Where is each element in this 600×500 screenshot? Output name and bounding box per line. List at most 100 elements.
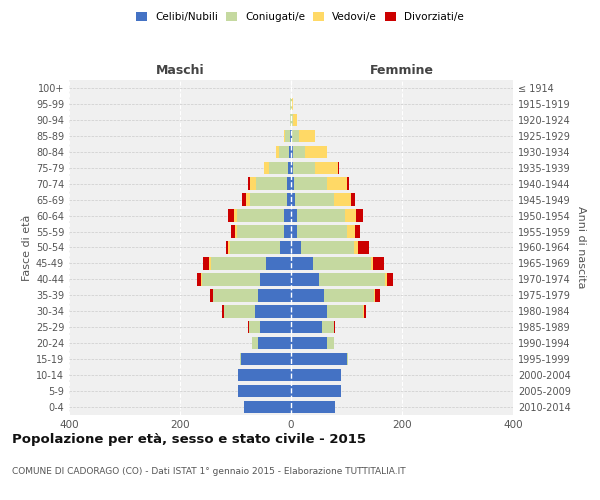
Bar <box>230 242 280 254</box>
Bar <box>284 210 291 222</box>
Bar <box>385 273 387 285</box>
Bar <box>291 146 293 158</box>
Bar <box>260 273 291 285</box>
Bar <box>301 242 354 254</box>
Bar <box>260 321 291 334</box>
Bar <box>252 337 258 349</box>
Bar <box>250 178 256 190</box>
Bar <box>316 162 338 174</box>
Bar <box>214 289 258 302</box>
Bar <box>292 98 293 110</box>
Bar <box>246 194 250 206</box>
Bar <box>237 226 284 238</box>
Bar <box>287 194 291 206</box>
Bar <box>256 178 287 190</box>
Bar <box>291 242 301 254</box>
Bar <box>356 210 363 222</box>
Bar <box>291 226 296 238</box>
Y-axis label: Anni di nascita: Anni di nascita <box>576 206 586 288</box>
Bar <box>291 178 294 190</box>
Bar <box>291 210 296 222</box>
Bar <box>289 146 291 158</box>
Bar <box>364 305 367 318</box>
Bar <box>291 369 341 382</box>
Bar <box>269 162 288 174</box>
Bar <box>322 321 334 334</box>
Bar <box>293 114 297 126</box>
Bar <box>347 226 355 238</box>
Bar <box>327 178 347 190</box>
Bar <box>334 321 335 334</box>
Bar <box>313 257 371 270</box>
Bar <box>293 162 316 174</box>
Bar <box>228 210 234 222</box>
Bar <box>286 130 290 142</box>
Bar <box>294 178 327 190</box>
Bar <box>354 242 358 254</box>
Bar <box>284 130 286 142</box>
Bar <box>224 305 255 318</box>
Bar <box>296 210 346 222</box>
Bar <box>250 194 287 206</box>
Bar <box>244 401 291 413</box>
Bar <box>248 178 250 190</box>
Bar <box>203 257 209 270</box>
Bar <box>265 162 269 174</box>
Bar <box>258 337 291 349</box>
Bar <box>291 305 327 318</box>
Bar <box>209 257 211 270</box>
Bar <box>291 289 325 302</box>
Bar <box>202 273 260 285</box>
Bar <box>296 226 347 238</box>
Bar <box>280 242 291 254</box>
Bar <box>210 289 213 302</box>
Bar <box>250 321 260 334</box>
Bar <box>292 130 299 142</box>
Bar <box>374 289 376 302</box>
Text: COMUNE DI CADORAGO (CO) - Dati ISTAT 1° gennaio 2015 - Elaborazione TUTTITALIA.I: COMUNE DI CADORAGO (CO) - Dati ISTAT 1° … <box>12 468 406 476</box>
Text: Popolazione per età, sesso e stato civile - 2015: Popolazione per età, sesso e stato civil… <box>12 432 366 446</box>
Bar <box>222 305 224 318</box>
Bar <box>347 178 349 190</box>
Bar <box>327 337 334 349</box>
Text: Maschi: Maschi <box>155 64 205 77</box>
Y-axis label: Fasce di età: Fasce di età <box>22 214 32 280</box>
Bar <box>279 146 289 158</box>
Bar <box>291 257 313 270</box>
Bar <box>241 353 291 366</box>
Bar <box>299 130 316 142</box>
Legend: Celibi/Nubili, Coniugati/e, Vedovi/e, Divorziati/e: Celibi/Nubili, Coniugati/e, Vedovi/e, Di… <box>132 8 468 26</box>
Bar <box>287 178 291 190</box>
Bar <box>234 210 237 222</box>
Bar <box>238 369 291 382</box>
Bar <box>325 289 374 302</box>
Bar <box>240 353 241 366</box>
Bar <box>197 273 201 285</box>
Bar <box>291 130 292 142</box>
Bar <box>255 305 291 318</box>
Bar <box>291 401 335 413</box>
Bar <box>291 114 293 126</box>
Bar <box>228 242 230 254</box>
Bar <box>226 242 228 254</box>
Bar <box>291 337 327 349</box>
Bar <box>276 146 279 158</box>
Bar <box>373 257 384 270</box>
Text: Femmine: Femmine <box>370 64 434 77</box>
Bar <box>230 226 235 238</box>
Bar <box>248 321 250 334</box>
Bar <box>242 194 246 206</box>
Bar <box>371 257 373 270</box>
Bar <box>211 257 266 270</box>
Bar <box>291 321 322 334</box>
Bar <box>291 194 295 206</box>
Bar <box>291 385 341 398</box>
Bar <box>290 114 291 126</box>
Bar <box>319 273 385 285</box>
Bar <box>351 194 355 206</box>
Bar <box>346 210 356 222</box>
Bar <box>284 226 291 238</box>
Bar <box>201 273 202 285</box>
Bar <box>238 385 291 398</box>
Bar <box>293 146 305 158</box>
